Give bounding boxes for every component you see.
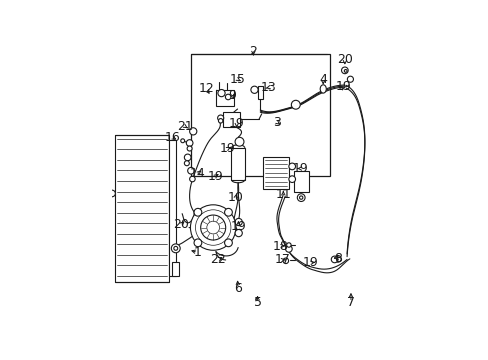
Bar: [293, 171, 308, 192]
Text: 11: 11: [275, 188, 290, 201]
Circle shape: [206, 221, 219, 234]
Circle shape: [288, 163, 295, 170]
Text: 20: 20: [336, 53, 352, 66]
Text: 12: 12: [198, 82, 214, 95]
Text: 7: 7: [346, 296, 354, 309]
Circle shape: [217, 115, 224, 121]
Text: 10: 10: [227, 190, 244, 203]
Bar: [115, 135, 168, 282]
Circle shape: [346, 76, 353, 82]
Text: 1: 1: [194, 246, 202, 259]
Bar: [216, 90, 233, 105]
Circle shape: [297, 194, 305, 202]
Circle shape: [224, 208, 232, 216]
Circle shape: [194, 208, 202, 216]
Bar: [223, 112, 239, 127]
Circle shape: [187, 167, 194, 174]
Text: 19: 19: [228, 117, 244, 130]
Circle shape: [187, 146, 192, 151]
Circle shape: [330, 256, 337, 263]
Text: 2: 2: [249, 45, 257, 58]
Text: 17: 17: [275, 253, 290, 266]
Text: 21: 21: [177, 120, 192, 133]
Text: 14: 14: [190, 167, 205, 180]
Text: 19: 19: [220, 142, 235, 155]
Circle shape: [341, 67, 347, 74]
Circle shape: [190, 205, 235, 250]
Text: 8: 8: [333, 252, 341, 265]
Bar: [231, 148, 244, 180]
Circle shape: [235, 137, 244, 146]
Bar: [172, 262, 179, 276]
Circle shape: [286, 243, 290, 247]
Circle shape: [186, 140, 193, 146]
Text: 9: 9: [228, 89, 236, 102]
Circle shape: [334, 256, 341, 262]
Circle shape: [235, 219, 242, 226]
Circle shape: [189, 128, 197, 135]
Text: 15: 15: [229, 73, 245, 86]
Circle shape: [225, 94, 230, 100]
Text: 18: 18: [273, 240, 288, 253]
Circle shape: [218, 90, 224, 97]
Circle shape: [184, 161, 189, 166]
Text: 20: 20: [172, 218, 188, 231]
Text: 6: 6: [234, 282, 242, 295]
Bar: [263, 157, 289, 189]
Text: 19: 19: [207, 170, 223, 183]
Bar: [191, 54, 329, 176]
Circle shape: [200, 215, 225, 240]
Circle shape: [108, 190, 115, 197]
Text: 4: 4: [319, 73, 326, 86]
Circle shape: [285, 246, 292, 252]
Circle shape: [173, 246, 177, 250]
Circle shape: [235, 229, 242, 237]
Circle shape: [283, 258, 288, 264]
Circle shape: [224, 239, 232, 247]
Circle shape: [181, 139, 184, 143]
Circle shape: [299, 196, 302, 199]
Text: 3: 3: [272, 116, 280, 129]
Text: 22: 22: [210, 253, 225, 266]
Circle shape: [218, 118, 223, 123]
Text: 13: 13: [260, 81, 276, 94]
Text: 19: 19: [292, 162, 308, 175]
Text: 5: 5: [253, 296, 261, 309]
Text: 19: 19: [230, 220, 246, 233]
Text: 19: 19: [303, 256, 318, 269]
Circle shape: [288, 176, 295, 183]
Text: 19: 19: [335, 80, 351, 93]
Text: 16: 16: [164, 131, 180, 144]
Circle shape: [189, 176, 195, 182]
Circle shape: [344, 69, 346, 72]
Bar: [168, 140, 175, 276]
Circle shape: [194, 239, 202, 247]
Circle shape: [195, 210, 230, 245]
Circle shape: [250, 86, 258, 93]
Bar: [257, 86, 263, 99]
Circle shape: [171, 244, 180, 253]
Circle shape: [184, 154, 191, 161]
Ellipse shape: [320, 85, 325, 93]
Circle shape: [291, 100, 300, 109]
